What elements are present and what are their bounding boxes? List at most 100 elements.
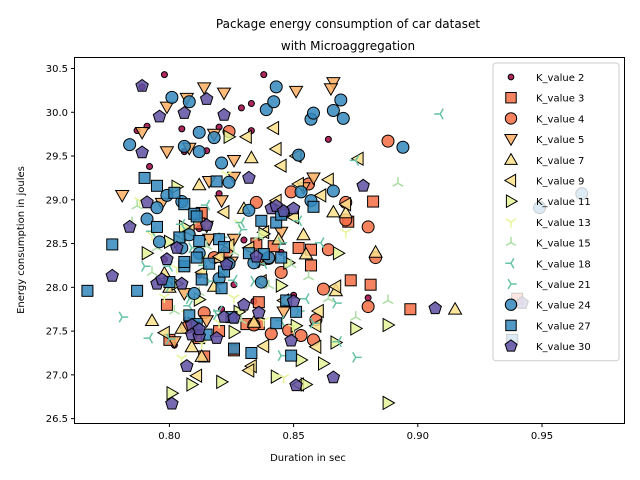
k-value-27-point xyxy=(173,231,186,244)
k-value-7-point xyxy=(244,150,259,164)
k-value-9-point xyxy=(156,325,170,341)
k-value-11-point xyxy=(223,129,237,145)
k-value-24-point xyxy=(294,185,308,199)
k-value-11-point xyxy=(350,321,364,336)
k-value-9-point xyxy=(211,249,225,265)
k-value-13-point xyxy=(288,323,300,334)
legend-marker-k-value-13 xyxy=(505,218,517,228)
k-value-7-point xyxy=(246,314,262,328)
k-value-3-point xyxy=(404,303,417,316)
k-value-3-point xyxy=(367,195,380,208)
y-tick-label: 28.0 xyxy=(46,283,68,294)
k-value-24-point xyxy=(326,104,340,118)
k-value-27-point xyxy=(106,238,119,251)
k-value-27-point xyxy=(255,214,268,227)
k-value-21-point xyxy=(309,317,320,329)
k-value-4-point xyxy=(321,243,335,257)
k-value-30-point xyxy=(326,370,341,384)
k-value-24-point xyxy=(396,140,410,154)
k-value-27-point xyxy=(285,349,298,362)
k-value-2-point xyxy=(178,125,186,133)
k-value-7-point xyxy=(174,320,190,334)
k-value-9-point xyxy=(320,172,334,188)
k-value-9-point xyxy=(241,363,255,378)
k-value-18-point xyxy=(300,293,310,305)
k-value-21-point xyxy=(237,224,248,236)
k-value-18-point xyxy=(175,218,186,230)
k-value-27-point xyxy=(203,257,216,270)
k-value-15-point xyxy=(350,311,362,321)
k-value-24-point xyxy=(165,90,179,104)
k-value-30-point xyxy=(122,219,137,233)
k-value-13-point xyxy=(158,293,170,303)
k-value-30-point xyxy=(219,257,234,271)
k-value-4-point xyxy=(264,327,278,341)
legend-label-k-value-5: K_value 5 xyxy=(536,135,584,146)
y-tick-label: 26.5 xyxy=(46,414,68,425)
k-value-11-point xyxy=(332,245,346,261)
y-tick-label: 29.0 xyxy=(46,195,68,206)
legend-marker-k-value-21 xyxy=(507,278,517,290)
k-value-27-point xyxy=(150,179,163,192)
k-value-24-point xyxy=(182,95,196,109)
k-value-21-point xyxy=(118,311,129,323)
k-value-15-point xyxy=(392,177,404,187)
k-value-21-point xyxy=(332,297,342,309)
legend-label-k-value-18: K_value 18 xyxy=(536,259,591,270)
k-value-5-point xyxy=(159,146,175,160)
k-value-5-point xyxy=(306,172,321,186)
k-value-27-point xyxy=(190,210,203,223)
k-value-24-point xyxy=(254,275,268,289)
legend-label-k-value-11: K_value 11 xyxy=(536,197,591,208)
k-value-13-point xyxy=(340,228,352,239)
k-value-24-point xyxy=(207,131,221,145)
k-value-9-point xyxy=(338,196,352,212)
k-value-21-point xyxy=(140,260,151,272)
k-value-2-point xyxy=(237,104,245,112)
k-value-4-point xyxy=(361,220,375,234)
legend-marker-k-value-24 xyxy=(504,298,518,311)
legend: K_value 2 K_value 3 K_value 4 K_value 5 K_va… xyxy=(492,62,620,362)
legend-label-k-value-9: K_value 9 xyxy=(536,177,584,188)
k-value-30-point xyxy=(165,396,179,410)
y-tick-label: 30.5 xyxy=(46,64,68,75)
k-value-15-point xyxy=(146,266,158,277)
k-value-24-point xyxy=(306,106,320,120)
k-value-24-point xyxy=(215,156,229,170)
k-value-11-point xyxy=(141,245,155,261)
x-tick-label: 0.90 xyxy=(407,431,429,442)
k-value-9-point xyxy=(216,204,230,220)
k-value-30-point xyxy=(237,297,251,311)
k-value-24-point xyxy=(326,184,340,198)
legend-label-k-value-13: K_value 13 xyxy=(536,218,591,229)
k-value-30-point xyxy=(199,218,214,231)
k-value-27-point xyxy=(227,342,240,355)
k-value-24-point xyxy=(242,203,256,217)
k-value-9-point xyxy=(266,120,280,136)
k-value-5-point xyxy=(323,83,339,97)
k-value-30-point xyxy=(252,305,266,319)
k-value-24-point xyxy=(140,212,154,226)
k-value-30-point xyxy=(170,240,184,254)
k-value-5-point xyxy=(199,315,215,329)
legend-label-k-value-2: K_value 2 xyxy=(536,73,584,84)
x-tick-label: 0.85 xyxy=(282,431,304,442)
k-value-24-point xyxy=(259,103,273,117)
k-value-30-point xyxy=(227,310,241,324)
x-axis-title: Duration in sec xyxy=(270,453,346,464)
k-value-18-point xyxy=(292,215,303,227)
k-value-15-point xyxy=(382,294,394,305)
chart-title-line-1: Package energy consumption of car datase… xyxy=(216,17,480,31)
legend-marker-k-value-7 xyxy=(503,152,519,165)
k-value-30-point xyxy=(199,91,214,105)
k-value-5-point xyxy=(201,233,217,247)
k-value-27-point xyxy=(210,175,223,188)
k-value-18-point xyxy=(434,108,444,120)
legend-marker-k-value-27 xyxy=(505,319,517,332)
k-value-24-point xyxy=(187,286,201,300)
k-value-13-point xyxy=(278,373,290,384)
k-value-3-point xyxy=(344,274,357,287)
legend-marker-k-value-3 xyxy=(505,91,517,104)
k-value-11-point xyxy=(186,377,200,392)
k-value-7-point xyxy=(326,204,341,218)
